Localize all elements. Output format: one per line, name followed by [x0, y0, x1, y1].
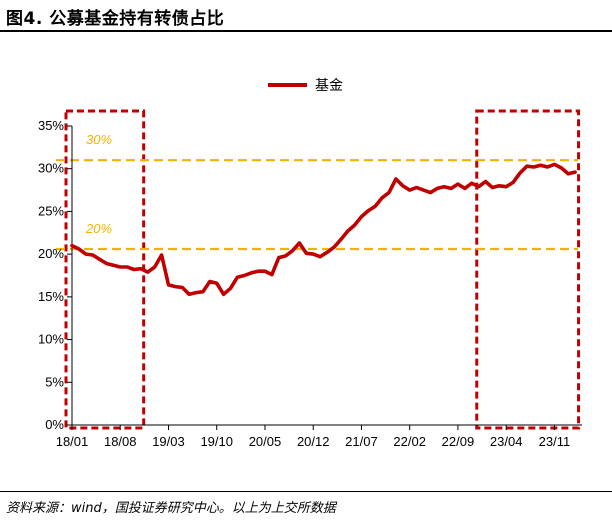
- x-tick-label: 19/03: [152, 434, 185, 449]
- y-tick-label: 30%: [38, 161, 64, 176]
- reference-label: 20%: [85, 221, 112, 236]
- x-tick-label: 23/11: [539, 434, 571, 449]
- line-chart: 30% 20% 0% 5% 10% 15% 20% 25% 30% 35% 18/01 18/08…: [38, 77, 582, 449]
- y-tick-label: 20%: [38, 246, 64, 261]
- y-tick-label: 15%: [38, 289, 64, 304]
- source-note: 资料来源：wind，国投证券研究中心。以上为上交所数据: [6, 501, 336, 516]
- x-tick-label: 21/07: [345, 434, 378, 449]
- x-axis: 18/01 18/08 19/03 19/10 20/05 20/12 21/07 22/02…: [56, 424, 582, 449]
- legend: 基金: [268, 77, 343, 94]
- x-tick-label: 19/10: [200, 434, 233, 449]
- y-tick-label: 25%: [38, 203, 64, 218]
- x-tick-label: 20/05: [249, 434, 282, 449]
- footer-rule: [0, 491, 612, 492]
- figure-title: 图4. 公募基金持有转债占比: [6, 9, 225, 29]
- y-tick-label: 35%: [38, 118, 64, 133]
- title-rule: [0, 30, 612, 32]
- series-layer: [70, 162, 577, 297]
- x-tick-label: 18/01: [56, 434, 89, 449]
- x-tick-label: 22/02: [393, 434, 426, 449]
- x-tick-label: 20/12: [297, 434, 330, 449]
- y-tick-label: 0%: [45, 417, 64, 432]
- highlight-box: [475, 109, 581, 430]
- x-tick-label: 23/04: [490, 434, 523, 449]
- legend-label: 基金: [315, 77, 343, 94]
- y-tick-label: 10%: [38, 332, 64, 347]
- y-tick-label: 5%: [45, 374, 64, 389]
- reference-label: 30%: [86, 132, 112, 147]
- x-tick-label: 22/09: [442, 434, 475, 449]
- series-line-fund: [70, 162, 577, 297]
- x-tick-label: 18/08: [104, 434, 137, 449]
- y-axis: 0% 5% 10% 15% 20% 25% 30% 35%: [38, 118, 73, 432]
- reference-lines: 30% 20%: [56, 132, 578, 251]
